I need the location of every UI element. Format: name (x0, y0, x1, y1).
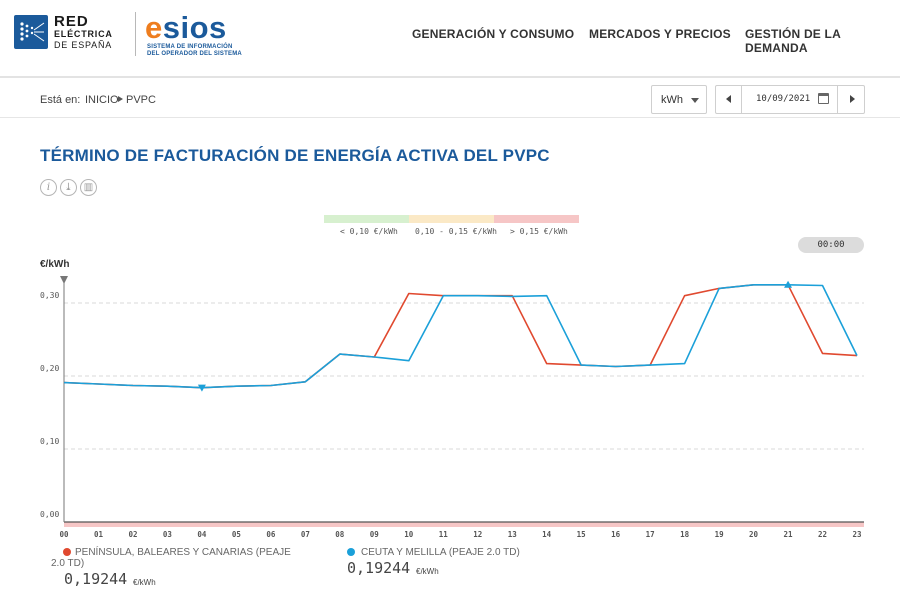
legend-peninsula-label[interactable]: PENÍNSULA, BALEARES Y CANARIAS (PEAJE 2.… (51, 547, 303, 569)
chevron-down-icon (691, 98, 699, 103)
legend-peninsula-dot (63, 548, 71, 556)
x-tick-label: 17 (646, 530, 655, 539)
date-picker (715, 85, 865, 114)
x-tick-label: 20 (749, 530, 759, 539)
legend-ceuta-dot (347, 548, 355, 556)
y-tick-label: 0,00 (40, 510, 59, 519)
logo-divider (135, 12, 136, 56)
x-tick-label: 22 (818, 530, 827, 539)
y-tick-label: 0,10 (40, 437, 59, 446)
x-tick-label: 07 (301, 530, 310, 539)
legend-peninsula-name: PENÍNSULA, BALEARES Y CANARIAS (PEAJE (75, 547, 291, 558)
nav-gestion-demanda[interactable]: GESTIÓN DE LA DEMANDA (745, 27, 841, 55)
ree-logo-icon[interactable] (14, 15, 48, 49)
x-tick-label: 11 (439, 530, 449, 539)
x-tick-label: 04 (197, 530, 207, 539)
legend-ceuta-unit: €/kWh (416, 567, 439, 576)
esios-subtitle-line1: SISTEMA DE INFORMACIÓN (147, 44, 233, 50)
time-badge: 00:00 (798, 237, 864, 253)
ree-line1: RED (54, 13, 89, 30)
y-tick-label: 0,20 (40, 364, 59, 373)
x-tick-label: 13 (508, 530, 518, 539)
download-icon[interactable]: ⤓ (60, 179, 77, 196)
ree-line3: DE ESPAÑA (54, 40, 113, 50)
breadcrumb-home-link[interactable]: INICIO (85, 94, 119, 106)
x-tick-label: 18 (680, 530, 690, 539)
x-tick-label: 06 (266, 530, 276, 539)
chart-icon[interactable]: ▥ (80, 179, 97, 196)
x-tick-label: 21 (784, 530, 794, 539)
y-tick-label: 0,30 (40, 291, 59, 300)
x-tick-label: 12 (473, 530, 482, 539)
x-tick-label: 08 (335, 530, 345, 539)
breadcrumb-separator-icon (118, 96, 123, 102)
calendar-icon[interactable] (818, 93, 829, 104)
x-tick-label: 16 (611, 530, 621, 539)
series-line-0 (63, 283, 858, 389)
x-tick-label: 19 (715, 530, 725, 539)
info-icon[interactable]: i (40, 179, 57, 196)
price-band-high (494, 215, 579, 223)
ree-wordmark: RED ELÉCTRICA DE ESPAÑA (54, 14, 113, 51)
esios-subtitle: SISTEMA DE INFORMACIÓN DEL OPERADOR DEL … (147, 44, 242, 58)
x-tick-label: 02 (128, 530, 137, 539)
price-band-low-label: < 0,10 €/kWh (340, 227, 398, 236)
x-tick-label: 09 (370, 530, 380, 539)
page-title: TÉRMINO DE FACTURACIÓN DE ENERGÍA ACTIVA… (40, 146, 550, 165)
breadcrumb-bar (0, 80, 900, 118)
x-tick-label: 05 (232, 530, 241, 539)
esios-logo[interactable]: esios (145, 12, 227, 44)
breadcrumb-prefix: Está en: (40, 94, 81, 106)
arrow-left-icon (726, 95, 731, 103)
ree-line2: ELÉCTRICA (54, 29, 113, 39)
x-tick-label: 10 (404, 530, 414, 539)
legend-ceuta-label[interactable]: CEUTA Y MELILLA (PEAJE 2.0 TD) (361, 547, 520, 558)
previous-day-button[interactable] (716, 86, 742, 113)
legend-peninsula-name-cont: 2.0 TD) (51, 558, 85, 569)
x-tick-label: 15 (577, 530, 586, 539)
unit-select[interactable]: kWh (651, 85, 707, 114)
esios-subtitle-line2: DEL OPERADOR DEL SISTEMA (147, 51, 242, 57)
date-field[interactable]: 10/09/2021 (756, 94, 811, 104)
legend-ceuta-value: 0,19244 (347, 559, 411, 577)
time-cursor-marker (60, 276, 68, 284)
x-tick-label: 23 (852, 530, 862, 539)
price-band-mid (409, 215, 494, 223)
x-tick-label: 14 (542, 530, 552, 539)
esios-logo-rest: sios (162, 10, 227, 45)
x-tick-label: 00 (59, 530, 69, 539)
nav-generacion-consumo[interactable]: GENERACIÓN Y CONSUMO (412, 27, 575, 41)
x-axis-band (64, 522, 864, 527)
next-day-button[interactable] (837, 86, 864, 113)
price-band-high-label: > 0,15 €/kWh (510, 227, 568, 236)
esios-logo-e: e (145, 10, 163, 45)
nav-mercados-precios[interactable]: MERCADOS Y PRECIOS (589, 27, 731, 41)
legend-peninsula-value: 0,19244 (64, 570, 128, 588)
data-point-marker (197, 384, 206, 392)
unit-select-value: kWh (661, 94, 683, 106)
breadcrumb-current: PVPC (126, 94, 156, 106)
site-header (0, 0, 900, 78)
x-tick-label: 03 (163, 530, 173, 539)
arrow-right-icon (850, 95, 855, 103)
y-axis-unit: €/kWh (40, 259, 70, 270)
price-band-low (324, 215, 409, 223)
price-band-mid-label: 0,10 - 0,15 €/kWh (415, 227, 497, 236)
legend-peninsula-unit: €/kWh (133, 578, 156, 587)
series-line-1 (63, 283, 858, 389)
data-point-marker (784, 280, 793, 288)
x-tick-label: 01 (94, 530, 104, 539)
